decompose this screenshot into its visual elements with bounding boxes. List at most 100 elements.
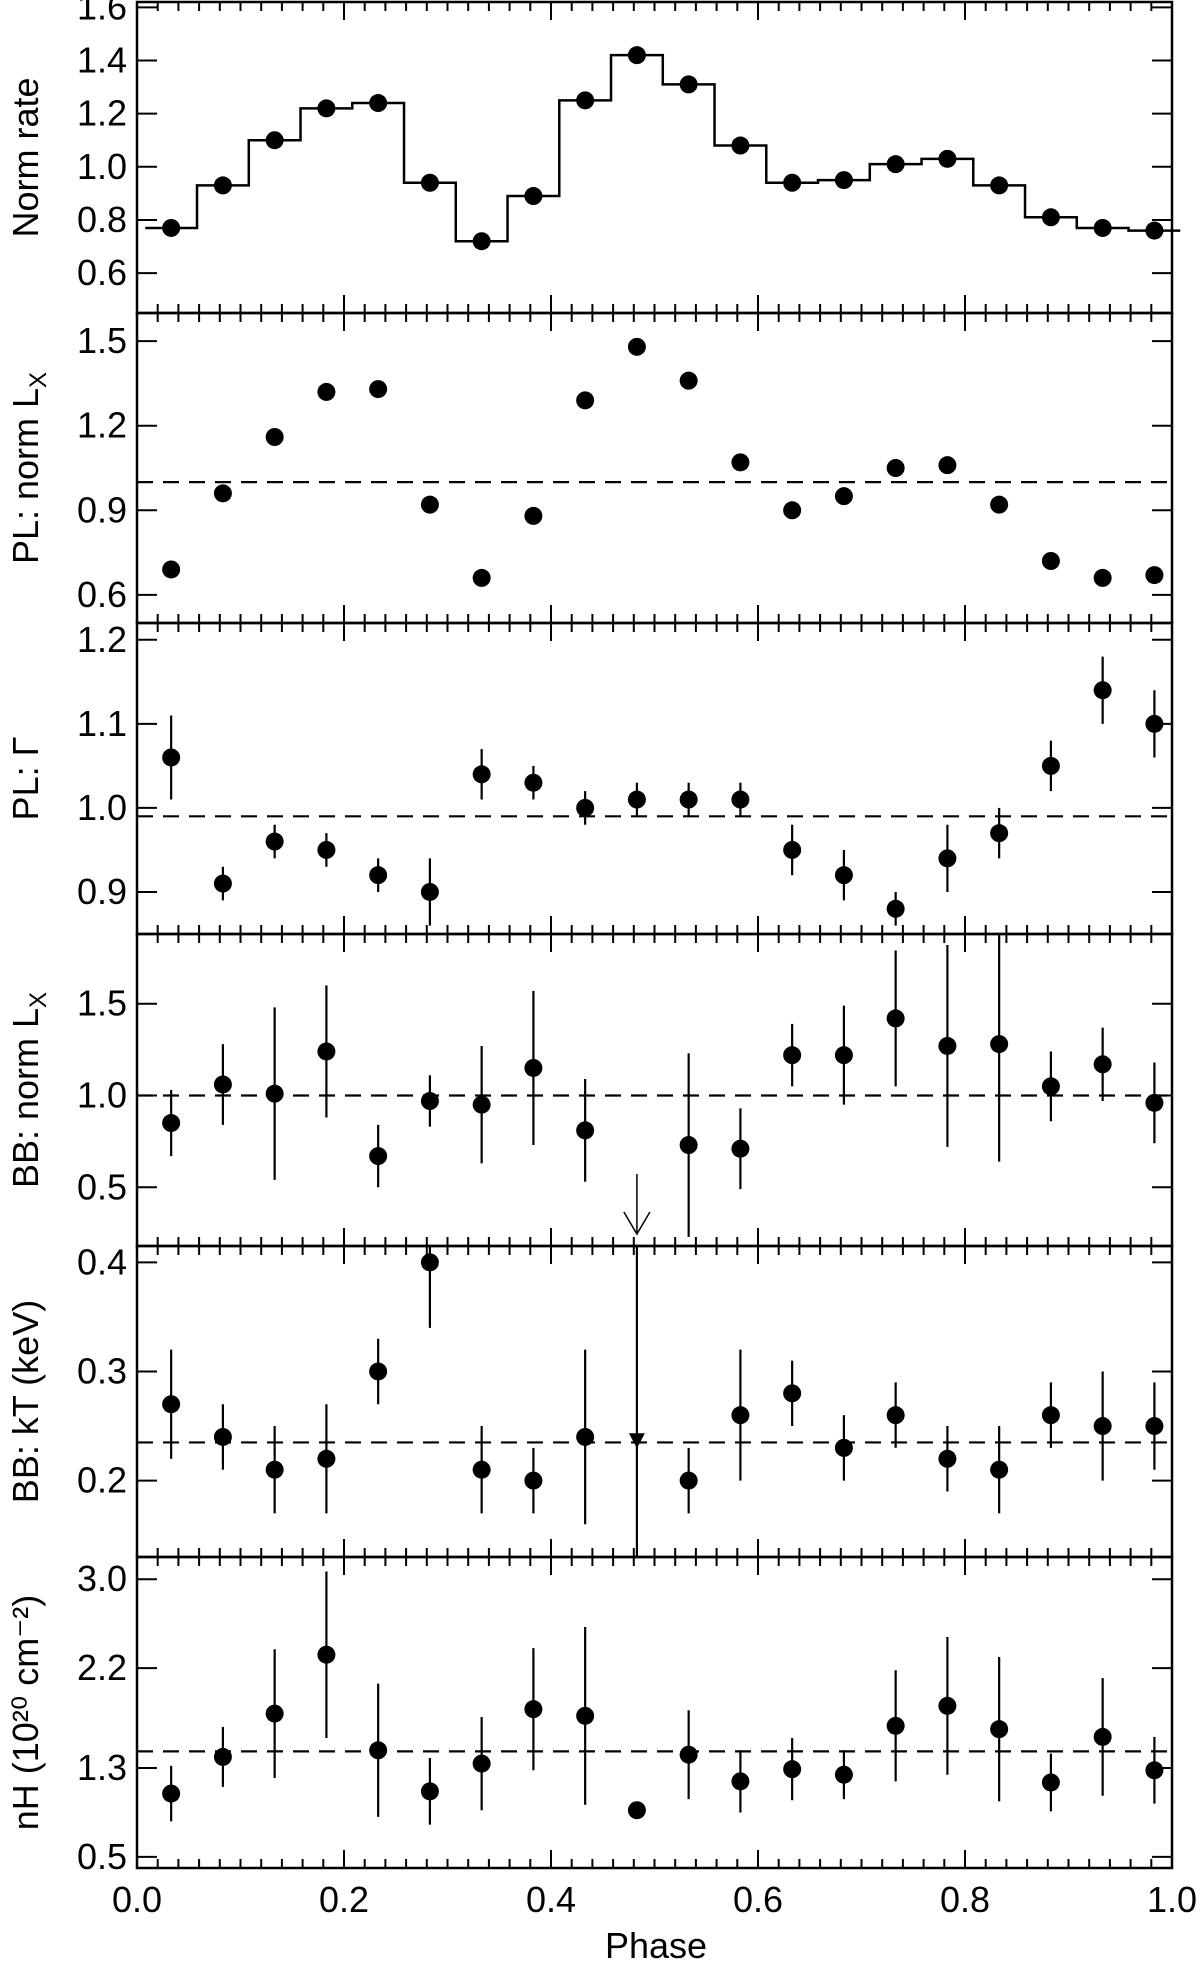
- y-tick-label: 0.2: [77, 1460, 127, 1501]
- y-tick-label: 1.3: [77, 1747, 127, 1788]
- data-point: [213, 874, 232, 893]
- data-point: [420, 1253, 439, 1272]
- data-point: [938, 456, 957, 475]
- x-tick-label: 0.0: [112, 1879, 162, 1920]
- data-point: [1093, 1417, 1112, 1436]
- y-axis-title: BB: kT (keV): [5, 1300, 46, 1503]
- x-tick-label: 0.4: [526, 1879, 576, 1920]
- data-point: [834, 1438, 853, 1457]
- histogram-line: [145, 53, 1181, 243]
- data-point: [1145, 1761, 1164, 1780]
- data-point: [783, 173, 802, 192]
- data-point: [679, 790, 698, 809]
- y-tick-label: 0.9: [77, 489, 127, 530]
- panel-nh: 0.5 1.3 2.2 3.0 nH (10²⁰ cm⁻²) 0.0 0.2 0.4 0.6 0.…: [5, 1555, 1197, 1920]
- y-tick-label: 1.0: [77, 787, 127, 828]
- data-point: [627, 337, 646, 356]
- y-axis-title: nH (10²⁰ cm⁻²): [5, 1595, 46, 1830]
- data-point: [265, 1084, 284, 1103]
- y-tick-label: 2.2: [77, 1647, 127, 1688]
- y-tick-label: 1.5: [77, 983, 127, 1024]
- data-point: [679, 1471, 698, 1490]
- data-point: [1041, 1077, 1060, 1096]
- data-point: [731, 1772, 750, 1791]
- data-point: [213, 1427, 232, 1446]
- data-point: [576, 798, 595, 817]
- data-point: [576, 91, 595, 110]
- data-point: [162, 1395, 181, 1414]
- y-tick-label: 1.6: [77, 0, 127, 27]
- data-point: [162, 748, 181, 767]
- data-point: [731, 453, 750, 472]
- data-point: [886, 1009, 905, 1028]
- data-point: [783, 501, 802, 520]
- data-point: [265, 832, 284, 851]
- y-axis-title: PL: Γ: [5, 737, 46, 821]
- data-point: [1093, 218, 1112, 237]
- data-point: [317, 1449, 336, 1468]
- x-tick-label: 0.6: [733, 1879, 783, 1920]
- x-tick-label: 0.8: [940, 1879, 990, 1920]
- data-point: [834, 1046, 853, 1065]
- panel-bb-kt: 0.2 0.3 0.4 BB: kT (keV): [5, 1241, 1174, 1559]
- data-point: [472, 1095, 491, 1114]
- data-point: [990, 495, 1009, 514]
- y-tick-label: 0.5: [77, 1166, 127, 1207]
- upper-limit-arrow-head: [623, 1211, 651, 1236]
- data-point: [213, 1747, 232, 1766]
- data-point: [886, 155, 905, 174]
- data-point: [834, 171, 853, 190]
- data-point: [627, 790, 646, 809]
- data-point: [472, 1460, 491, 1479]
- y-axis-title: Norm rate: [5, 77, 46, 237]
- panel-frame: [135, 1244, 1174, 1559]
- data-point: [834, 1765, 853, 1784]
- y-tick-label: 1.0: [77, 146, 127, 187]
- data-point: [1041, 552, 1060, 570]
- y-tick-label: 0.3: [77, 1350, 127, 1391]
- data-point: [369, 1362, 388, 1381]
- panel-pl-gamma: 0.9 1.0 1.1 1.2 PL: Γ: [5, 619, 1174, 936]
- data-point: [731, 136, 750, 155]
- data-point: [576, 1706, 595, 1725]
- y-tick-label: 1.2: [77, 405, 127, 446]
- x-tick-label: 0.2: [319, 1879, 369, 1920]
- x-tick-label: 1.0: [1147, 1879, 1197, 1920]
- data-point: [369, 1147, 388, 1166]
- data-point: [627, 1801, 646, 1820]
- data-point: [524, 1058, 543, 1077]
- y-tick-label: 1.2: [77, 93, 127, 134]
- data-point: [1093, 681, 1112, 700]
- data-point: [420, 173, 439, 192]
- data-point: [1041, 756, 1060, 775]
- data-point: [1041, 208, 1060, 227]
- data-point: [213, 1075, 232, 1094]
- data-point: [886, 459, 905, 477]
- y-tick-label: 0.4: [77, 1241, 127, 1282]
- data-point: [472, 1754, 491, 1773]
- data-point: [317, 840, 336, 859]
- x-axis-title: Phase: [605, 1925, 707, 1966]
- panel-pl-norm: 0.6 0.9 1.2 1.5 PL: norm LX: [5, 311, 1174, 625]
- data-point: [317, 1042, 336, 1061]
- data-point: [1145, 221, 1164, 240]
- panels-group: 0.6 0.8 1.0 1.2 1.4 1.6 Norm rate 0.6 0.9 1.2 1.5 P…: [5, 0, 1197, 1920]
- data-point: [990, 176, 1009, 195]
- data-point: [731, 790, 750, 809]
- data-point: [420, 1092, 439, 1111]
- data-point: [369, 94, 388, 113]
- data-point: [783, 840, 802, 859]
- data-point: [524, 773, 543, 792]
- data-point: [213, 484, 232, 503]
- data-point: [834, 866, 853, 885]
- data-point: [731, 1139, 750, 1158]
- data-point: [1093, 1055, 1112, 1074]
- panel-frame: [135, 932, 1174, 1248]
- data-point: [524, 506, 543, 525]
- y-tick-label: 0.6: [77, 252, 127, 293]
- y-tick-label: 1.4: [77, 39, 127, 80]
- data-point: [317, 1645, 336, 1664]
- data-point: [783, 1760, 802, 1779]
- data-point: [1093, 568, 1112, 587]
